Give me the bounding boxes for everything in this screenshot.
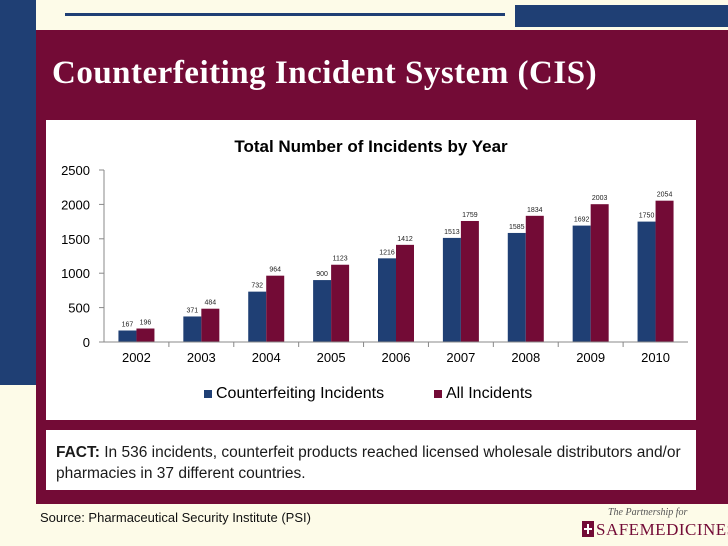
fact-box: FACT: In 536 incidents, counterfeit prod… (46, 430, 696, 490)
data-label: 1513 (444, 229, 460, 236)
header-rule (65, 13, 505, 16)
chart-title: Total Number of Incidents by Year (234, 137, 508, 156)
fact-text: FACT: In 536 incidents, counterfeit prod… (56, 442, 686, 484)
data-label: 964 (269, 267, 281, 274)
fact-body: In 536 incidents, counterfeit products r… (56, 444, 681, 482)
bar-counterfeiting-incidents (572, 225, 591, 342)
bar-all-incidents (525, 215, 544, 342)
legend-label: Counterfeiting Incidents (216, 385, 384, 402)
data-label: 2054 (657, 192, 673, 199)
logo-wordmark: SAFEMEDICINES (596, 520, 728, 539)
bar-counterfeiting-incidents (507, 232, 526, 342)
x-tick-label: 2007 (446, 350, 475, 365)
bar-all-incidents (460, 220, 479, 342)
data-label: 1585 (509, 224, 525, 231)
bar-all-incidents (136, 328, 155, 342)
bar-all-incidents (331, 264, 350, 342)
x-tick-label: 2010 (641, 350, 670, 365)
bar-all-incidents (590, 204, 609, 342)
logo-mark-icon (582, 521, 594, 537)
data-label: 1216 (379, 249, 395, 256)
data-label: 1123 (333, 256, 348, 263)
y-tick-label: 1000 (61, 266, 90, 281)
legend-label: All Incidents (446, 385, 532, 402)
bar-counterfeiting-incidents (637, 221, 656, 342)
data-label: 2003 (592, 195, 608, 202)
x-tick-label: 2004 (252, 350, 281, 365)
data-label: 1834 (527, 207, 543, 214)
bar-counterfeiting-incidents (183, 316, 202, 342)
left-stripe (0, 0, 36, 385)
bar-all-incidents (266, 275, 285, 342)
bar-counterfeiting-incidents (313, 280, 332, 342)
legend-swatch (434, 390, 442, 398)
x-tick-label: 2003 (187, 350, 216, 365)
y-tick-label: 2000 (61, 197, 90, 212)
bar-all-incidents (655, 200, 674, 342)
bar-chart: Total Number of Incidents by Year 167 196… (61, 137, 688, 402)
legend-swatch (204, 390, 212, 398)
data-label: 1759 (462, 212, 478, 219)
bar-all-incidents (201, 308, 220, 342)
data-label: 1692 (574, 217, 590, 224)
bar-counterfeiting-incidents (248, 291, 267, 342)
slide-title: Counterfeiting Incident System (CIS) (52, 55, 598, 91)
data-label: 371 (186, 307, 198, 314)
chart-container: Total Number of Incidents by Year 167 196… (46, 120, 696, 420)
data-label: 900 (316, 271, 328, 278)
x-tick-label: 2002 (122, 350, 151, 365)
fact-label: FACT: (56, 444, 100, 461)
bar-all-incidents (396, 244, 414, 342)
x-tick-label: 2005 (317, 350, 346, 365)
safe-medicines-logo: The Partnership for SAFEMEDICINES (582, 507, 728, 543)
source-note: Source: Pharmaceutical Security Institut… (40, 510, 311, 525)
y-tick-label: 2500 (61, 163, 90, 178)
x-tick-label: 2006 (382, 350, 411, 365)
bar-counterfeiting-incidents (378, 258, 396, 342)
data-label: 196 (140, 320, 152, 327)
header-block (515, 5, 728, 27)
logo-tagline: The Partnership for (608, 507, 688, 518)
bar-counterfeiting-incidents (118, 330, 137, 342)
data-label: 484 (204, 300, 216, 307)
data-label: 732 (251, 283, 263, 290)
y-tick-label: 500 (68, 301, 90, 316)
y-tick-label: 0 (83, 335, 90, 350)
data-label: 1750 (639, 213, 655, 220)
x-tick-label: 2009 (576, 350, 605, 365)
bar-counterfeiting-incidents (442, 237, 461, 342)
data-label: 1412 (397, 236, 413, 243)
x-tick-label: 2008 (511, 350, 540, 365)
y-tick-label: 1500 (61, 232, 90, 247)
data-label: 167 (122, 322, 134, 329)
